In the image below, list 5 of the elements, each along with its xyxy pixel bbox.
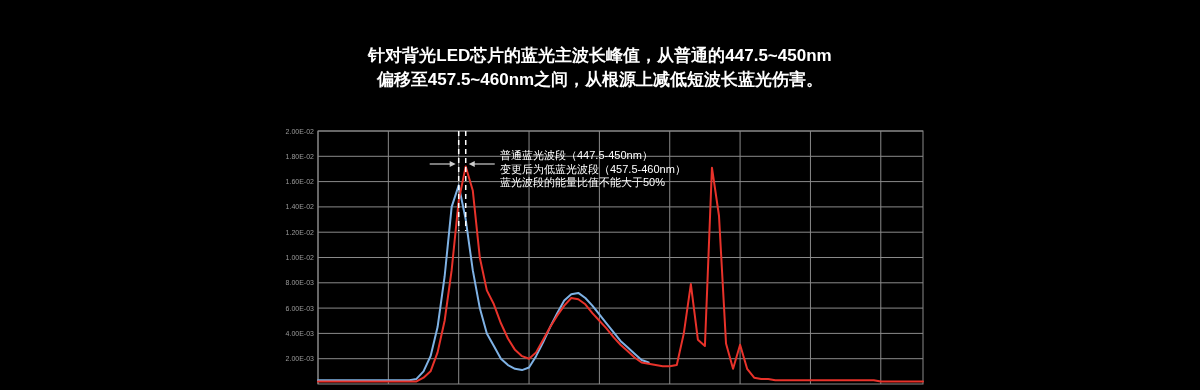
annotation: 普通蓝光波段（447.5-450nm） [500, 149, 653, 161]
chart-title: 针对背光LED芯片的蓝光主波长峰值，从普通的447.5~450nm [367, 45, 832, 65]
chart-subtitle: 偏移至457.5~460nm之间，从根源上减低短波长蓝光伤害。 [375, 70, 824, 89]
annotation: 变更后为低蓝光波段（457.5-460nm） [500, 162, 686, 175]
annotation: 蓝光波段的能量比值不能大于50% [500, 176, 666, 188]
